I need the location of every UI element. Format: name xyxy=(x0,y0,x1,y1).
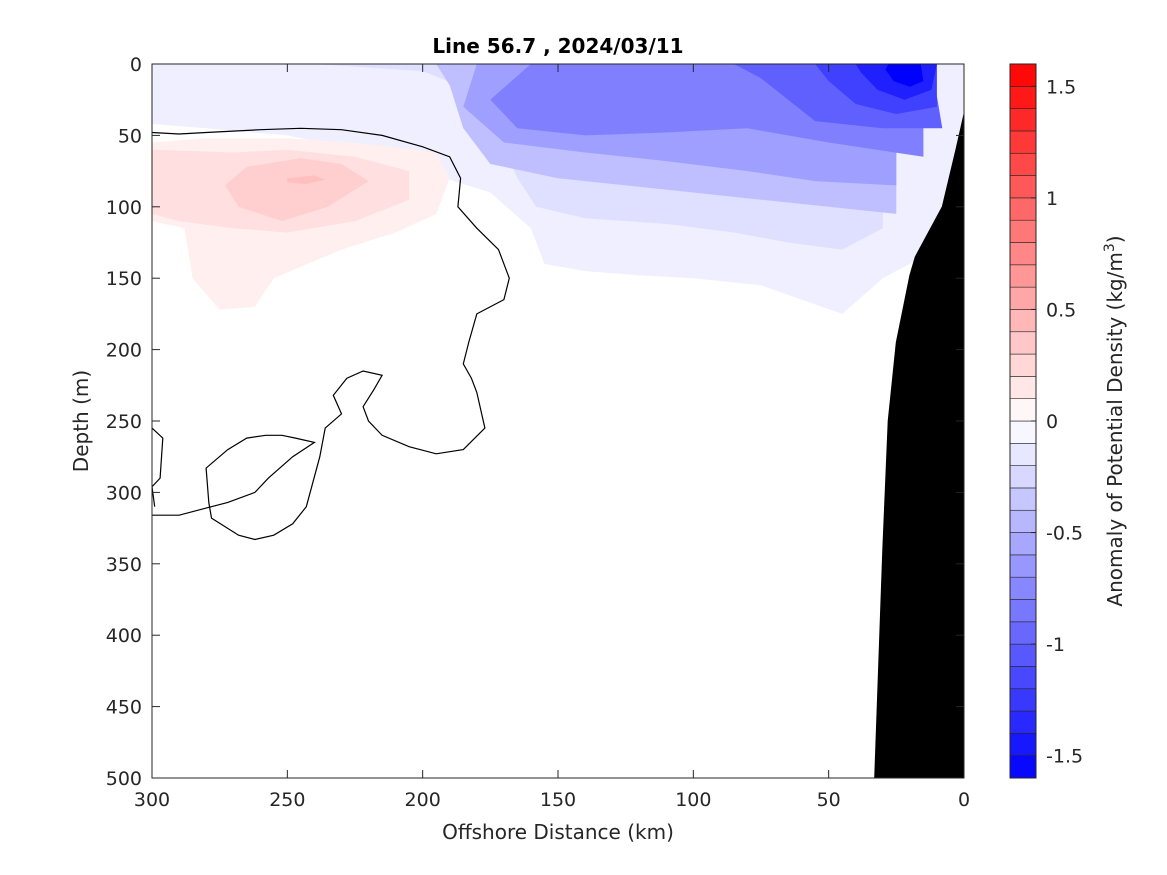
colorbar-label-text: Anomaly of Potential Density (kg/m xyxy=(1103,252,1127,606)
colorbar-band xyxy=(1009,286,1037,310)
field-positive-0-3 xyxy=(225,158,369,222)
y-tick-label: 400 xyxy=(106,625,142,647)
colorbar-tick-label: 1.5 xyxy=(1046,76,1076,98)
colorbar-band xyxy=(1009,554,1037,578)
colorbar-band xyxy=(1009,108,1037,132)
colorbar-band xyxy=(1009,666,1037,690)
x-tick-label: 300 xyxy=(134,789,170,811)
x-tick-label: 200 xyxy=(405,789,441,811)
y-tick-label: 50 xyxy=(118,125,142,147)
seafloor xyxy=(874,113,964,778)
colorbar-band xyxy=(1009,576,1037,600)
colorbar-band xyxy=(1009,175,1037,199)
y-tick-label: 300 xyxy=(106,482,142,504)
y-axis: 0 50 100 150 200 250 300 350 400 450 500 xyxy=(106,54,964,790)
colorbar-band xyxy=(1009,376,1037,399)
y-tick-label: 500 xyxy=(106,768,142,790)
x-tick-label: 150 xyxy=(540,789,576,811)
x-tick-label: 50 xyxy=(817,789,841,811)
colorbar-band xyxy=(1009,242,1037,266)
colorbar-band xyxy=(1009,710,1037,734)
colorbar-band xyxy=(1009,755,1037,779)
colorbar-label-suffix: ) xyxy=(1103,235,1127,243)
density-anomaly-fields xyxy=(152,64,964,314)
y-tick-label: 150 xyxy=(106,268,142,290)
chart-title: Line 56.7 , 2024/03/11 xyxy=(432,34,683,58)
colorbar: 1.5 1 0.5 0 -0.5 -1 -1.5 xyxy=(1009,63,1083,779)
x-tick-label: 100 xyxy=(675,789,711,811)
colorbar-band xyxy=(1009,353,1037,377)
x-axis-label: Offshore Distance (km) xyxy=(442,820,674,844)
colorbar-band xyxy=(1009,688,1037,712)
colorbar-tick-label: 1 xyxy=(1046,188,1058,210)
colorbar-band xyxy=(1009,197,1037,221)
colorbar-tick-label: 0 xyxy=(1046,411,1058,433)
colorbar-band xyxy=(1009,509,1037,533)
x-axis: 300 250 200 150 100 50 0 xyxy=(134,64,970,811)
y-tick-label: 200 xyxy=(106,340,142,362)
colorbar-label-superscript: 3 xyxy=(1102,243,1118,252)
colorbar-band xyxy=(1009,219,1037,243)
colorbar-band xyxy=(1009,532,1037,556)
colorbar-band xyxy=(1009,130,1037,154)
colorbar-band xyxy=(1009,487,1037,511)
colorbar-label: Anomaly of Potential Density (kg/m3) xyxy=(1102,235,1127,606)
colorbar-band xyxy=(1009,420,1037,444)
colorbar-band xyxy=(1009,621,1037,645)
colorbar-band xyxy=(1009,309,1037,333)
x-tick-label: 250 xyxy=(269,789,305,811)
seafloor-bathymetry xyxy=(874,113,964,778)
colorbar-band xyxy=(1009,733,1037,756)
colorbar-band xyxy=(1009,443,1037,466)
y-tick-label: 100 xyxy=(106,197,142,219)
y-tick-label: 350 xyxy=(106,554,142,576)
colorbar-band xyxy=(1009,152,1037,176)
colorbar-band xyxy=(1009,398,1037,422)
colorbar-band xyxy=(1009,86,1037,109)
colorbar-band xyxy=(1009,643,1037,667)
zero-contour-line xyxy=(152,427,164,507)
field-negative-1-6 xyxy=(885,64,924,87)
colorbar-band xyxy=(1009,465,1037,489)
field-positive-0-4 xyxy=(287,175,326,184)
colorbar-band xyxy=(1009,264,1037,288)
colorbar-tick-label: 0.5 xyxy=(1046,299,1076,321)
colorbar-band xyxy=(1009,331,1037,355)
colorbar-band xyxy=(1009,63,1037,87)
y-tick-label: 450 xyxy=(106,697,142,719)
colorbar-tick-label: -1 xyxy=(1046,634,1065,656)
y-tick-label: 250 xyxy=(106,411,142,433)
x-tick-label: 0 xyxy=(958,789,970,811)
y-axis-label: Depth (m) xyxy=(69,370,93,472)
colorbar-tick-label: -0.5 xyxy=(1046,523,1083,545)
y-tick-label: 0 xyxy=(130,54,142,76)
colorbar-tick-label: -1.5 xyxy=(1046,746,1083,768)
zero-contours xyxy=(152,127,510,541)
zero-contour-line xyxy=(152,127,510,541)
colorbar-band xyxy=(1009,599,1037,623)
